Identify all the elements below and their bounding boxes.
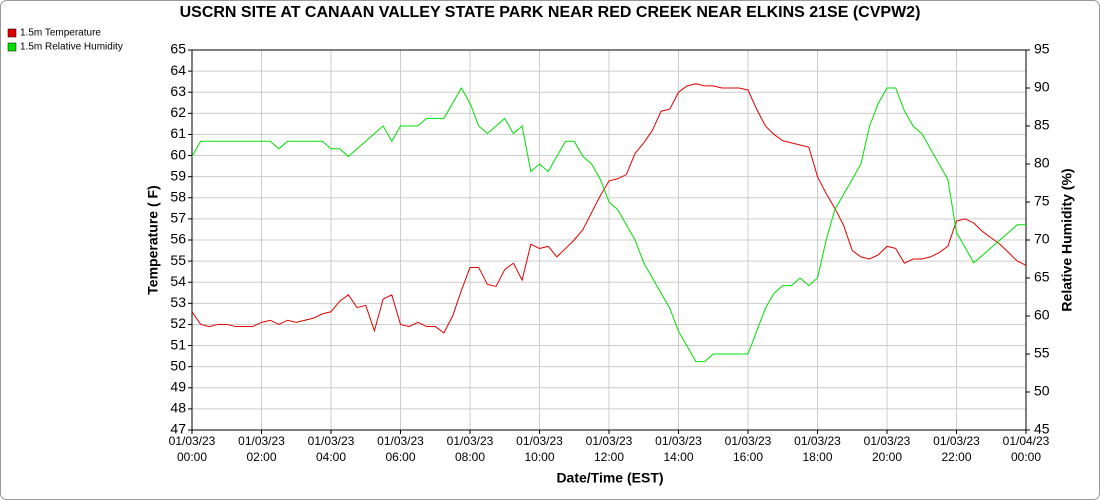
x-tick-label: 01/04/23 00:00 [1003,434,1050,464]
legend-swatch [7,28,17,38]
x-tick-label: 01/03/23 10:00 [516,434,563,464]
data-line [191,83,1027,334]
y2-tick-label: 70 [1034,231,1050,247]
y-tick-label: 54 [170,273,186,289]
x-tick-label-line: 14:00 [663,450,693,464]
x-tick-label: 01/03/23 02:00 [238,434,285,464]
x-tick-label-line: 01/03/23 [516,434,563,448]
x-tick-label-line: 02:00 [246,450,276,464]
x-tick-label: 01/03/23 14:00 [655,434,702,464]
x-tick-label-line: 12:00 [594,450,624,464]
y-tick-label: 47 [170,421,186,437]
x-tick-label-line: 01/03/23 [169,434,216,448]
y-tick-label: 59 [170,167,186,183]
x-axis-label: Date/Time (EST) [556,470,663,486]
y-tick-label: 57 [170,210,186,226]
y-tick-label: 48 [170,400,186,416]
x-tick-label-line: 01/03/23 [864,434,911,448]
x-tick-label-line: 01/03/23 [655,434,702,448]
x-tick-label-line: 08:00 [455,450,485,464]
y2-tick-label: 50 [1034,383,1050,399]
x-tick-label-line: 18:00 [802,450,832,464]
y-tick-label: 58 [170,188,186,204]
plot-frame [191,49,1027,431]
x-tick-label-line: 00:00 [1011,450,1041,464]
x-tick-label-line: 00:00 [177,450,207,464]
x-tick-label: 01/03/23 08:00 [447,434,494,464]
x-tick-label: 01/03/23 16:00 [725,434,772,464]
y2-tick-label: 85 [1034,117,1050,133]
x-tick-label: 01/03/23 22:00 [933,434,980,464]
legend-label: 1.5m Relative Humidity [20,42,123,53]
x-tick-label-line: 01/03/23 [933,434,980,448]
x-tick-label: 01/03/23 18:00 [794,434,841,464]
y2-axis-label: Relative Humidity (%) [1059,168,1075,311]
x-tick-label-line: 01/03/23 [794,434,841,448]
y-tick-label: 60 [170,146,186,162]
y-tick-label: 56 [170,231,186,247]
y-axis-label: Temperature ( F) [145,185,161,294]
y2-tick-label: 45 [1034,421,1050,437]
y2-tick-label: 75 [1034,193,1050,209]
x-tick-label-line: 16:00 [733,450,763,464]
x-tick-label-line: 20:00 [872,450,902,464]
y2-tick-label: 90 [1034,79,1050,95]
y2-tick-label: 55 [1034,345,1050,361]
y-tick-label: 53 [170,294,186,310]
y-tick-label: 49 [170,378,186,394]
y2-tick-label: 80 [1034,155,1050,171]
x-tick-label-line: 01/03/23 [238,434,285,448]
y-tick-label: 52 [170,315,186,331]
x-tick-label: 01/03/23 12:00 [586,434,633,464]
y2-tick-label: 65 [1034,269,1050,285]
x-tick-label-line: 04:00 [316,450,346,464]
x-tick-label-line: 22:00 [941,450,971,464]
x-tick-label-line: 10:00 [524,450,554,464]
x-tick-label-line: 01/03/23 [377,434,424,448]
y2-tick-label: 60 [1034,307,1050,323]
x-tick-label: 01/03/23 06:00 [377,434,424,464]
x-tick-label-line: 01/03/23 [725,434,772,448]
y-tick-label: 63 [170,83,186,99]
legend-label: 1.5m Temperature [20,28,101,39]
chart-title: USCRN SITE AT CANAAN VALLEY STATE PARK N… [180,4,921,21]
x-tick-label-line: 01/03/23 [586,434,633,448]
y-tick-label: 50 [170,357,186,373]
x-tick-label-line: 06:00 [385,450,415,464]
legend-swatch [7,42,17,52]
data-line [191,86,1026,363]
y-tick-label: 65 [170,41,186,57]
y-tick-label: 61 [170,125,186,141]
x-tick-label-line: 01/03/23 [447,434,494,448]
x-tick-label: 01/03/23 04:00 [308,434,355,464]
y-tick-label: 51 [170,336,186,352]
y2-tick-label: 95 [1034,41,1050,57]
x-tick-label-line: 01/03/23 [308,434,355,448]
x-tick-label: 01/03/23 00:00 [169,434,216,464]
x-tick-label: 01/03/23 20:00 [864,434,911,464]
y-tick-label: 62 [170,104,186,120]
y-tick-label: 55 [170,252,186,268]
y-tick-label: 64 [170,62,186,78]
x-tick-label-line: 01/04/23 [1003,434,1050,448]
